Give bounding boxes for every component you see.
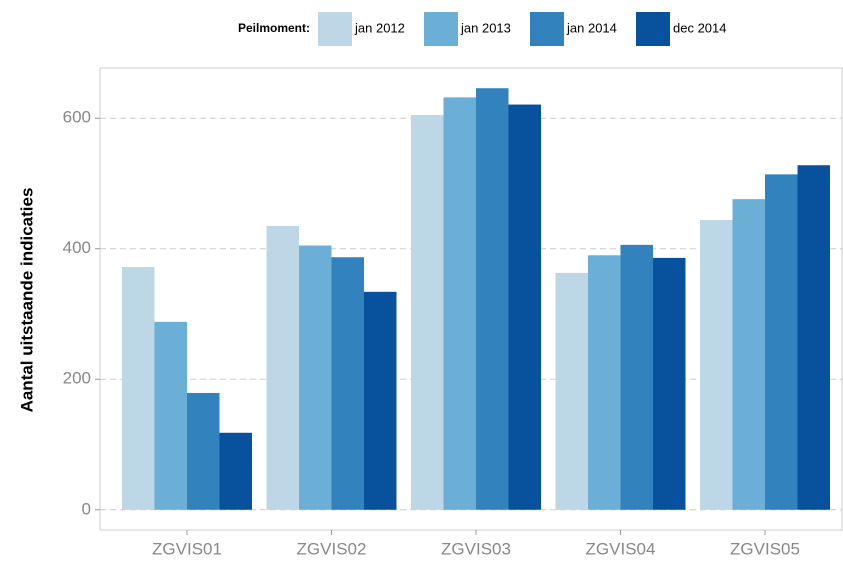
y-tick-label: 600 <box>63 108 91 127</box>
x-tick-label: ZGVIS03 <box>441 539 511 558</box>
y-tick-label: 400 <box>63 238 91 257</box>
x-tick-label: ZGVIS02 <box>297 539 367 558</box>
bar <box>732 199 765 510</box>
y-tick-label: 0 <box>82 499 91 518</box>
legend-swatch <box>530 12 564 46</box>
bar <box>653 257 686 510</box>
bar <box>266 225 299 510</box>
bar <box>122 267 155 510</box>
bar <box>588 255 621 510</box>
bar <box>411 114 444 510</box>
bar <box>508 104 541 510</box>
legend-swatch <box>636 12 670 46</box>
bar <box>476 88 509 510</box>
legend-label: dec 2014 <box>673 20 727 35</box>
legend-swatch <box>424 12 458 46</box>
bar <box>219 432 252 510</box>
x-tick-label: ZGVIS05 <box>730 539 800 558</box>
bar <box>700 220 733 510</box>
legend-label: jan 2013 <box>460 20 511 35</box>
legend-title: Peilmoment: <box>238 21 310 35</box>
bar <box>620 244 653 510</box>
x-tick-label: ZGVIS01 <box>152 539 222 558</box>
legend-label: jan 2012 <box>354 20 405 35</box>
x-tick-label: ZGVIS04 <box>586 539 656 558</box>
bar <box>154 321 187 510</box>
y-tick-label: 200 <box>63 369 91 388</box>
y-axis-label: Aantal uitstaande indicaties <box>17 188 36 413</box>
bar <box>299 245 332 510</box>
bar <box>797 165 830 510</box>
legend-label: jan 2014 <box>566 20 617 35</box>
bar <box>331 257 364 510</box>
legend-swatch <box>318 12 352 46</box>
bar <box>555 272 588 510</box>
bar <box>364 291 397 510</box>
bar <box>765 174 798 510</box>
bar <box>443 97 476 510</box>
bar <box>187 392 220 510</box>
